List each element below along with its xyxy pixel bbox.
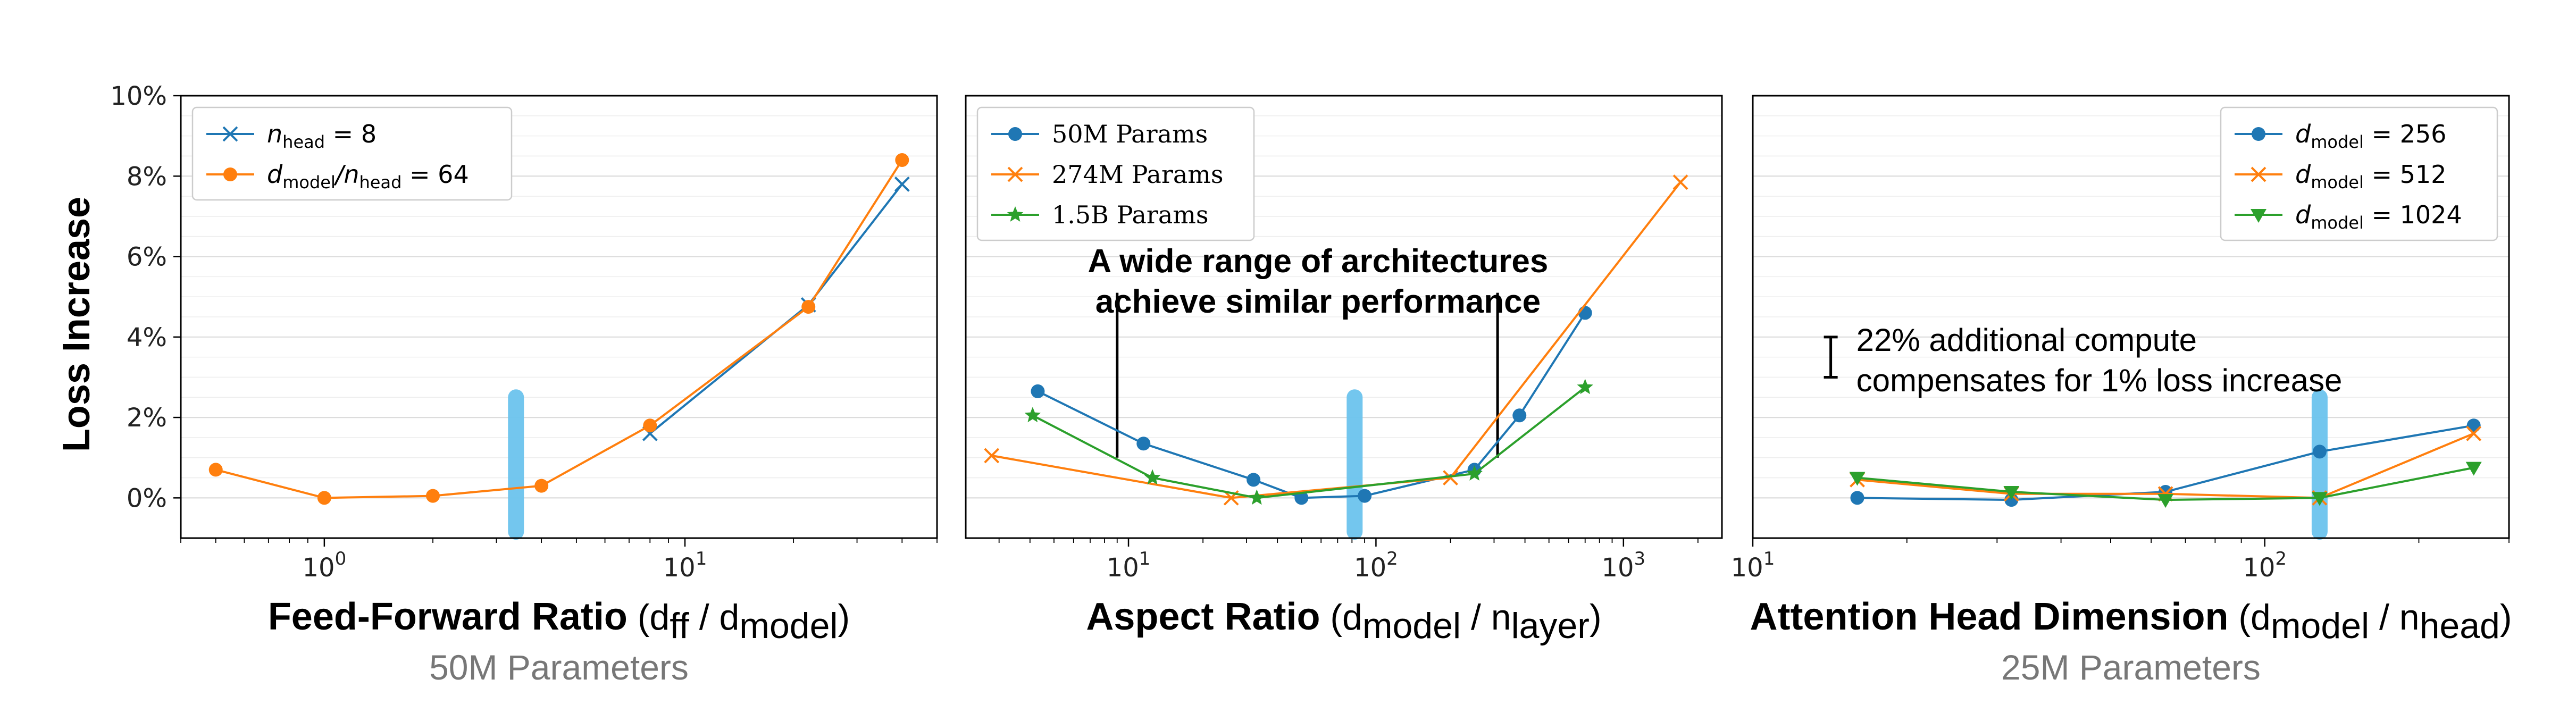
data-point — [2312, 445, 2327, 459]
legend-marker — [2251, 166, 2266, 182]
legend-marker — [2252, 127, 2265, 141]
legend-label: dmodel = 256 — [2295, 120, 2446, 152]
legend-item: dmodel/nhead = 64 — [206, 160, 469, 192]
data-point — [984, 448, 1000, 464]
legend-label: 274M Params — [1052, 160, 1223, 189]
data-point — [1024, 407, 1041, 423]
subtitle: 50M Parameters — [429, 648, 689, 687]
legend-marker — [1007, 166, 1023, 182]
data-point — [1466, 465, 1483, 481]
x-axis-label: Aspect Ratio (dmodel / nlayer) — [1086, 596, 1601, 646]
annotation-text: 22% additional compute — [1856, 322, 2197, 358]
annotation-text: achieve similar performance — [1095, 283, 1541, 320]
legend-box — [2220, 106, 2498, 241]
data-point — [2311, 492, 2328, 506]
data-point — [801, 300, 816, 314]
data-point — [1443, 470, 1458, 485]
legend-marker — [222, 126, 238, 142]
annotation-text: A wide range of architectures — [1088, 243, 1548, 280]
plot-frame — [965, 95, 1723, 539]
legend-marker — [223, 167, 237, 181]
legend-label: dmodel = 512 — [2295, 160, 2446, 192]
data-point — [2157, 494, 2174, 508]
data-point — [426, 489, 440, 503]
legend-marker — [1008, 127, 1022, 141]
data-point — [1294, 491, 1309, 505]
legend-label: dmodel/nhead = 64 — [267, 160, 469, 192]
legend-item: dmodel = 256 — [2235, 120, 2446, 152]
y-tick-label: 8% — [127, 162, 167, 191]
series-3 — [1849, 462, 2482, 508]
legend-marker — [2251, 209, 2266, 223]
data-point — [317, 491, 331, 505]
y-tick-label: 4% — [127, 323, 167, 353]
data-point — [2003, 486, 2020, 500]
data-point — [1577, 379, 1593, 395]
data-point — [1578, 306, 1592, 320]
data-point — [534, 479, 549, 493]
chart-panel-2: 101 102 103 50M Params 274M Params 1.5B Param… — [965, 95, 1723, 646]
data-point — [1850, 491, 1864, 505]
data-point — [1358, 489, 1372, 503]
data-point — [1249, 489, 1265, 505]
x-tick-label: 103 — [1601, 548, 1645, 583]
legend: nhead = 8 dmodel/nhead = 64 — [191, 106, 513, 201]
panels: 0% 2% 4% 6% 8% 10% 100 101 nhead = 8 dmodel/nhead… — [110, 81, 2512, 687]
series-2 — [208, 153, 909, 505]
data-point — [1031, 384, 1045, 398]
data-point — [2466, 425, 2482, 441]
legend-label: nhead = 8 — [267, 120, 377, 152]
legend-box — [976, 106, 1255, 241]
y-tick-label: 6% — [127, 242, 167, 272]
legend-item: dmodel = 512 — [2235, 160, 2446, 192]
data-point — [895, 153, 909, 167]
legend-item: 274M Params — [991, 160, 1223, 189]
data-point — [1247, 473, 1261, 487]
data-point — [1849, 472, 1866, 486]
x-tick-label: 101 — [663, 548, 707, 583]
data-point — [894, 176, 910, 192]
subtitle: 25M Parameters — [2001, 648, 2261, 687]
x-tick-label: 101 — [1731, 548, 1775, 583]
chart-panel-1: 0% 2% 4% 6% 8% 10% 100 101 nhead = 8 dmodel/nhead… — [110, 81, 938, 687]
legend-item: dmodel = 1024 — [2235, 200, 2462, 233]
y-tick-label: 2% — [127, 403, 167, 433]
x-tick-label: 102 — [2243, 548, 2287, 583]
legend: 50M Params 274M Params 1.5B Params — [976, 106, 1255, 241]
data-point — [2465, 462, 2482, 476]
x-axis-label: Attention Head Dimension (dmodel / nhead… — [1750, 596, 2512, 646]
series-3 — [1024, 379, 1593, 505]
legend-item: 50M Params — [991, 120, 1208, 148]
x-tick-label: 100 — [302, 548, 346, 583]
legend-marker — [1007, 206, 1024, 222]
legend-label: 50M Params — [1052, 120, 1208, 148]
chart-panel-3: 101 102 dmodel = 256 dmodel = 512 dmodel = 1… — [1731, 95, 2512, 687]
plot-frame — [180, 95, 938, 539]
legend-label: dmodel = 1024 — [2295, 200, 2462, 233]
data-point — [1144, 469, 1161, 485]
data-point — [1512, 408, 1527, 423]
legend: dmodel = 256 dmodel = 512 dmodel = 1024 — [2220, 106, 2498, 241]
legend-item: 1.5B Params — [991, 200, 1209, 229]
data-point — [1136, 437, 1151, 451]
data-point — [2466, 418, 2481, 433]
errorbar — [1824, 336, 1838, 379]
y-tick-label: 10% — [110, 81, 167, 111]
plot-frame — [1752, 95, 2510, 539]
data-point — [643, 418, 657, 433]
series-line — [1037, 312, 1586, 499]
y-tick-label: 0% — [127, 483, 167, 513]
data-point — [1672, 174, 1688, 190]
data-point — [208, 463, 223, 477]
legend-box — [191, 106, 513, 201]
legend-item: nhead = 8 — [206, 120, 377, 152]
legend-label: 1.5B Params — [1052, 200, 1209, 229]
annotation-text: compensates for 1% loss increase — [1856, 363, 2343, 398]
y-axis-label: Loss Increase — [55, 197, 98, 452]
x-tick-label: 101 — [1107, 548, 1151, 583]
x-tick-label: 102 — [1354, 548, 1398, 583]
x-axis-label: Feed-Forward Ratio (dff / dmodel) — [268, 596, 850, 646]
